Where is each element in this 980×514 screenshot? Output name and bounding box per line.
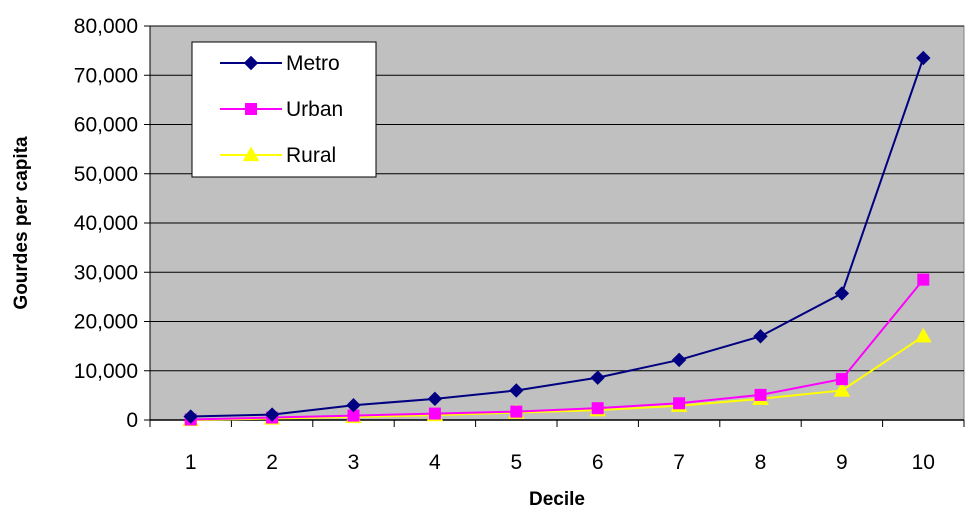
legend-label-metro: Metro (286, 52, 340, 75)
legend-box (191, 41, 377, 178)
metro-data-point (346, 398, 361, 413)
metro-data-point (753, 329, 768, 344)
urban-data-point (428, 407, 441, 420)
y-axis-title: Gourdes per capita (11, 136, 32, 310)
x-tick-label: 10 (912, 451, 935, 474)
metro-data-point (427, 391, 443, 407)
x-tick-label: 9 (836, 451, 848, 474)
x-tick-label: 2 (266, 451, 278, 474)
y-tick-label: 80,000 (74, 15, 138, 38)
rural-data-point (914, 327, 932, 343)
x-tick-label: 6 (592, 451, 604, 474)
urban-data-point (510, 405, 523, 418)
x-tick-label: 7 (673, 451, 685, 474)
legend-label-urban: Urban (286, 98, 343, 121)
x-tick-label: 3 (348, 451, 360, 474)
y-tick-label: 50,000 (74, 163, 138, 186)
legend-item-rural: Rural (220, 144, 336, 167)
legend: Metro Urban Rural (191, 41, 377, 178)
x-axis-title: Decile (529, 489, 585, 510)
y-tick-label: 30,000 (74, 261, 138, 284)
legend-label-rural: Rural (286, 144, 336, 167)
urban-data-point (673, 397, 686, 410)
x-tick-labels: 1 2 3 4 5 6 7 8 9 10 (185, 451, 935, 474)
urban-data-point (835, 373, 848, 386)
series-lines (182, 50, 932, 427)
axes (144, 25, 965, 427)
metro-data-point (264, 407, 280, 422)
legend-item-metro: Metro (220, 52, 340, 75)
legend-item-urban: Urban (220, 98, 343, 121)
urban-data-point (591, 402, 604, 415)
x-tick-label: 8 (755, 451, 767, 474)
legend-entries: Metro Urban Rural (220, 52, 343, 167)
metro-series-line (190, 57, 925, 418)
y-tick-labels: 0 10,000 20,000 30,000 40,000 50,000 60,000 70,… (74, 15, 138, 432)
x-tick-label: 4 (429, 451, 441, 474)
metro-data-point (183, 409, 198, 424)
rural-series-line (190, 335, 924, 421)
y-tick-label: 60,000 (74, 114, 138, 137)
y-tick-label: 20,000 (74, 311, 138, 334)
metro-data-point (916, 50, 931, 66)
legend-marker-urban (245, 103, 257, 115)
legend-marker-rural (242, 146, 260, 162)
urban-series-line (190, 279, 925, 421)
y-tick-label: 10,000 (74, 360, 138, 383)
y-tick-label: 0 (126, 409, 138, 432)
x-tick-label: 1 (185, 451, 197, 474)
y-tick-label: 40,000 (74, 212, 138, 235)
metro-data-point (590, 370, 605, 385)
urban-data-point (754, 388, 767, 401)
x-tick-label: 5 (510, 451, 522, 474)
legend-marker-metro (243, 55, 259, 71)
metro-data-point (509, 383, 524, 398)
y-tick-label: 70,000 (74, 64, 138, 87)
rural-data-point (833, 381, 851, 397)
metro-data-point (834, 286, 850, 301)
metro-data-point (671, 352, 687, 368)
urban-data-point (917, 273, 930, 286)
